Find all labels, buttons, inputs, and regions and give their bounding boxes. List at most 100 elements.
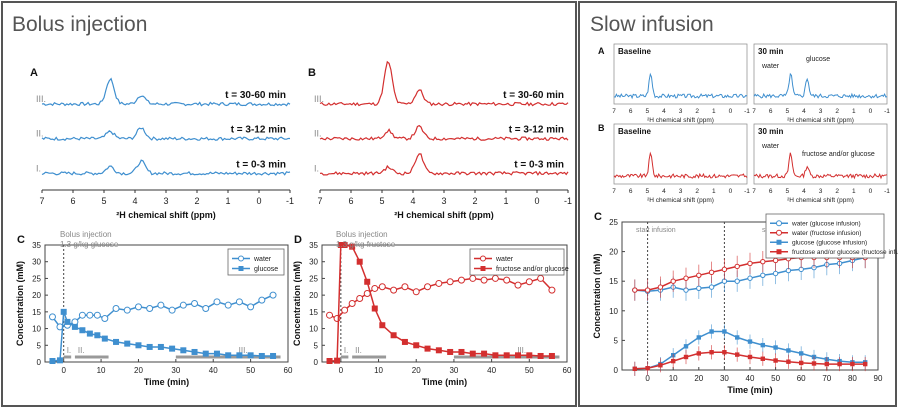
data-point-D [326,311,334,319]
trace-time-label-B: t = 30-60 min [503,90,564,101]
inset-tick-label-S-B: 1 [712,188,716,195]
inset-annot-S-A: water [761,63,780,70]
data-point-C [48,313,56,321]
data-point-C [213,350,220,357]
panel-letter-B: B [308,67,316,79]
panel-letter-C: C [17,234,25,246]
annotation-start-S-C: start infusion [636,227,676,234]
x-tick-label-S-C: 0 [645,374,650,383]
inset-tick-label-S-B: 2 [695,188,699,195]
inset-frame-S-A [753,43,888,105]
inset-title-S-B: 30 min [758,127,783,136]
plot-layer: 7 6 5 4 3 2 1 0 -1²H chemical shift (ppm)III. t =… [15,43,898,395]
data-point-C [146,305,154,313]
y-tick-label-D: 15 [309,308,318,317]
data-point-C [93,311,101,319]
trace-roman-A: III. [36,94,46,104]
y-tick-label-C: 5 [37,341,42,350]
x-axis-label-B: ²H chemical shift (ppm) [394,210,494,220]
data-point-D [401,283,409,291]
inset-tick-label-S-A: 1 [852,108,856,115]
y-axis-label-C: Concentration (mM) [15,261,25,346]
infusion-frame [578,1,897,407]
data-point-S-C [670,278,676,284]
legend-label-S-C: glucose (glucose infusion) [792,239,867,246]
x-tick-label-S-C: 30 [720,374,729,383]
trace-time-label-B: t = 3-12 min [509,125,564,136]
x-tick-label-D: 60 [563,366,572,375]
data-point-C [79,327,86,334]
y-tick-label-D: 5 [314,341,319,350]
data-point-D [424,345,431,352]
annotation-line1-D: Bolus injection [336,230,388,239]
data-point-D [458,348,465,355]
inset-tick-label-S-A: 3 [819,108,823,115]
inset-tick-label-S-A: 6 [629,108,633,115]
data-point-S-C [683,275,689,281]
data-point-C [191,300,199,307]
x-tick-label-S-C: 70 [822,374,831,383]
period-label-C: I. [67,346,71,355]
data-point-D [481,350,488,357]
annotation-line1-C: Bolus injection [60,230,112,239]
data-point-C [225,352,232,359]
data-point-D [457,276,465,284]
data-point-S-C [671,358,676,364]
legend-marker-D [480,255,486,262]
data-point-D [435,279,443,287]
x-tick-label-C: 10 [97,366,106,375]
trace-time-label-B: t = 0-3 min [514,159,564,170]
data-point-S-C [696,351,701,356]
data-point-D [424,283,432,291]
legend-marker-D [480,266,486,271]
x-tick-label-S-C: 50 [771,374,780,383]
data-point-C [146,343,153,350]
data-point-D [515,352,521,359]
inset-tick-label-S-A: 5 [785,108,789,115]
x-tick-label-S-C: 40 [746,374,755,383]
data-point-S-C [696,272,702,278]
infusion-title: Slow infusion [590,13,714,36]
y-axis-label-D: Concentration (mM) [292,261,302,346]
inset-tick-label-S-B: 5 [785,188,789,195]
inset-tick-label-S-B: 1 [852,188,856,195]
data-point-D [356,258,363,265]
data-point-C [101,335,108,342]
inset-tick-label-S-A: 3 [679,108,683,115]
data-point-S-C [773,345,778,350]
x-axis-label-C: Time (min) [144,377,189,387]
inset-tick-label-S-B: 4 [802,188,806,195]
data-point-D [341,306,349,314]
x-tick-label-B: -1 [564,196,572,206]
data-point-C [78,311,86,319]
data-point-C [113,338,120,345]
legend-marker-S-C [776,249,782,255]
data-point-D [341,242,348,248]
data-point-D [446,278,454,286]
inset-title-S-B: Baseline [618,127,651,136]
inset-trace-S-B [613,151,748,180]
data-point-C [258,296,266,304]
data-point-D [480,276,488,284]
data-point-S-C [850,361,855,367]
period-label-C: II. [78,346,85,355]
x-tick-label-D: 0 [339,366,344,375]
x-tick-label-B: 0 [534,196,539,206]
legend-label-C: water [253,256,272,263]
x-tick-label-C: 20 [134,366,143,375]
inset-x-label-S-A: ²H chemical shift (ppm) [787,117,854,124]
data-point-D [492,352,499,359]
data-point-D [491,274,499,282]
inset-trace-S-B [753,152,888,180]
data-point-S-C [632,366,637,372]
bolus-frame [1,1,577,407]
x-tick-label-A: 5 [101,196,106,206]
data-point-C [135,342,142,349]
data-point-C [168,306,176,314]
inset-x-label-S-B: ²H chemical shift (ppm) [647,197,714,204]
data-point-S-C [708,284,715,290]
legend-marker-C [238,255,244,262]
data-point-D [514,281,522,289]
